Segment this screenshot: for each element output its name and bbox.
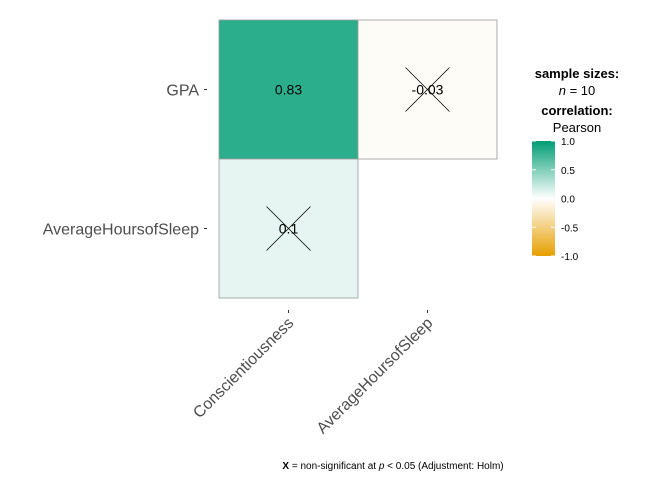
caption-text-1: = non-significant at — [289, 461, 379, 472]
legend-n-symbol: n — [559, 83, 566, 98]
y-tick-label: GPA — [166, 83, 199, 100]
legend-tick-label: 1.0 — [561, 137, 575, 148]
legend-corr-method: Pearson — [553, 120, 601, 135]
legend-corr-title: correlation: — [541, 103, 613, 118]
caption-mark: X — [282, 461, 289, 472]
caption-p: p — [378, 461, 385, 472]
heatmap-cells: 0.83 -0.030.1 — [218, 19, 498, 299]
legend-tick-label: 0.5 — [561, 166, 575, 177]
x-axis: Conscientiousness AverageHoursofSleep — [190, 310, 436, 437]
legend-tick-label: 0.0 — [561, 195, 575, 206]
legend-sample-n: n = 10 — [559, 83, 596, 98]
x-tick-label: AverageHoursofSleep — [314, 315, 437, 438]
legend: sample sizes: n = 10 correlation: Pearso… — [532, 66, 619, 263]
heatmap-cell: 0.1 — [218, 158, 359, 299]
heatmap-cell: 0.83 — [218, 19, 359, 160]
legend-sample-title: sample sizes: — [535, 66, 620, 81]
y-tick-label: AverageHoursofSleep — [43, 222, 199, 239]
nonsig-cross-line — [405, 67, 450, 112]
legend-tick-label: -1.0 — [561, 252, 579, 263]
legend-ticks: 1.0 0.5 0.0 -0.5 -1.0 — [532, 137, 579, 263]
cell-value-label: 0.83 — [275, 82, 302, 98]
y-axis: GPA AverageHoursofSleep — [43, 83, 207, 239]
legend-n-value: = 10 — [570, 83, 596, 98]
x-tick-label: Conscientiousness — [190, 315, 297, 422]
caption-text-2: < 0.05 (Adjustment: Holm) — [384, 461, 503, 472]
heatmap-cell: -0.03 — [357, 19, 498, 160]
legend-colorbar — [532, 141, 555, 256]
cell-rect — [218, 19, 359, 160]
nonsig-cross-line — [266, 206, 311, 251]
caption: X = non-significant at p < 0.05 (Adjustm… — [282, 461, 503, 472]
legend-tick-label: -0.5 — [561, 223, 579, 234]
